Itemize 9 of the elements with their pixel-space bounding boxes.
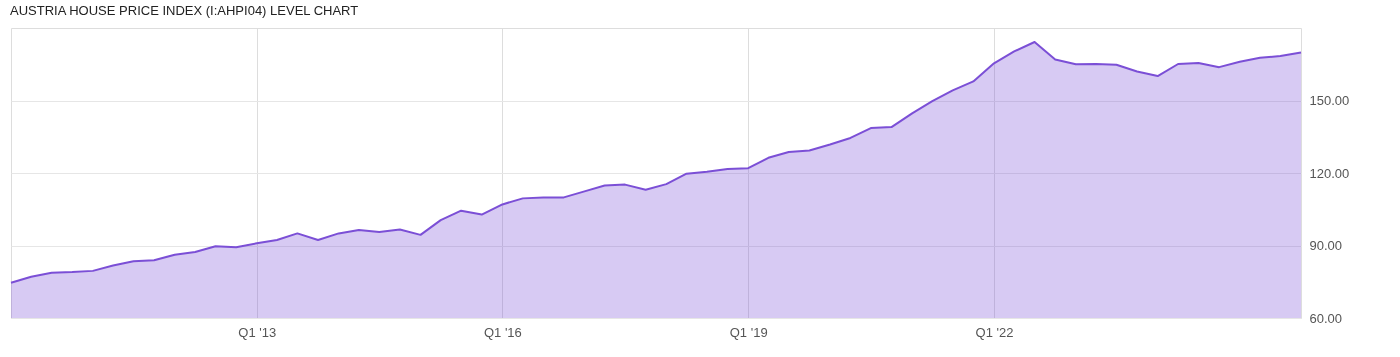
x-tick-label: Q1 '22: [975, 324, 1014, 340]
chart-title: AUSTRIA HOUSE PRICE INDEX (I:AHPI04) LEVEL CHART: [10, 3, 359, 18]
x-tick-label: Q1 '19: [729, 324, 768, 340]
x-tick-label: Q1 '13: [238, 324, 277, 340]
y-tick-label: 150.00: [1309, 93, 1350, 108]
x-tick-label: Q1 '16: [483, 324, 522, 340]
y-tick-label: 120.00: [1309, 165, 1350, 181]
y-tick-label: 90.00: [1309, 238, 1343, 253]
y-tick-label: 60.00: [1309, 310, 1343, 326]
